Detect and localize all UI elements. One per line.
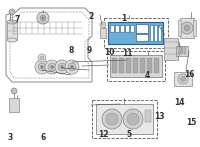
Circle shape — [102, 109, 122, 129]
Bar — [145, 110, 151, 122]
Bar — [92, 100, 157, 138]
Circle shape — [58, 63, 66, 71]
Bar — [150, 25, 153, 41]
Text: 14: 14 — [174, 98, 184, 107]
Circle shape — [40, 66, 44, 69]
Text: 1: 1 — [121, 14, 127, 23]
Circle shape — [60, 66, 64, 69]
Bar — [7, 22, 17, 40]
Circle shape — [184, 25, 190, 31]
Circle shape — [55, 60, 69, 74]
Bar — [181, 47, 183, 54]
Circle shape — [45, 60, 59, 74]
Text: 11: 11 — [122, 49, 132, 58]
Circle shape — [42, 17, 44, 19]
Bar — [174, 72, 192, 86]
Circle shape — [37, 12, 49, 24]
Circle shape — [50, 66, 54, 69]
Text: 7: 7 — [14, 15, 20, 24]
Text: 6: 6 — [40, 133, 46, 142]
Circle shape — [123, 109, 143, 129]
Circle shape — [40, 56, 44, 60]
Text: 4: 4 — [144, 71, 150, 80]
Bar — [158, 25, 161, 41]
Circle shape — [181, 22, 193, 34]
Bar — [110, 55, 162, 77]
Bar — [136, 24, 148, 33]
Text: 3: 3 — [7, 133, 13, 142]
Bar — [130, 25, 134, 32]
Bar — [164, 38, 178, 60]
Text: 13: 13 — [154, 112, 164, 121]
Bar — [154, 25, 157, 41]
Circle shape — [38, 54, 46, 62]
Bar — [112, 58, 117, 73]
Circle shape — [65, 60, 79, 74]
Bar — [154, 58, 159, 73]
Bar — [178, 20, 181, 36]
Circle shape — [70, 66, 74, 69]
Text: 10: 10 — [104, 48, 114, 57]
Text: 12: 12 — [98, 130, 108, 139]
Bar — [104, 18, 168, 48]
Circle shape — [68, 63, 76, 71]
Bar — [136, 34, 148, 41]
Bar — [115, 25, 119, 32]
Circle shape — [180, 76, 186, 81]
Bar — [108, 22, 163, 44]
Circle shape — [178, 74, 188, 84]
Ellipse shape — [7, 20, 17, 24]
Bar — [193, 20, 196, 36]
Bar — [133, 58, 138, 73]
Circle shape — [40, 15, 46, 21]
Bar — [147, 58, 152, 73]
Text: 5: 5 — [126, 130, 132, 139]
Circle shape — [11, 88, 17, 94]
Bar — [176, 46, 188, 56]
Bar — [126, 58, 131, 73]
Text: 2: 2 — [88, 12, 94, 21]
Circle shape — [35, 60, 49, 74]
Bar — [184, 47, 186, 54]
Bar — [9, 98, 19, 112]
Bar — [107, 51, 165, 81]
Bar — [125, 25, 129, 32]
Circle shape — [38, 63, 46, 71]
Text: 9: 9 — [86, 46, 92, 55]
Bar — [100, 28, 106, 38]
Bar — [120, 25, 124, 32]
Circle shape — [106, 113, 118, 125]
Bar — [180, 18, 194, 38]
Text: 8: 8 — [68, 46, 74, 55]
Text: 15: 15 — [186, 118, 196, 127]
Bar — [110, 25, 114, 32]
Bar — [96, 104, 153, 134]
Text: 16: 16 — [184, 70, 194, 79]
Ellipse shape — [7, 38, 17, 42]
Circle shape — [48, 63, 56, 71]
Circle shape — [100, 22, 106, 28]
Circle shape — [127, 113, 139, 125]
Bar — [119, 58, 124, 73]
Circle shape — [9, 9, 15, 15]
Bar — [140, 58, 145, 73]
Bar — [178, 47, 180, 54]
